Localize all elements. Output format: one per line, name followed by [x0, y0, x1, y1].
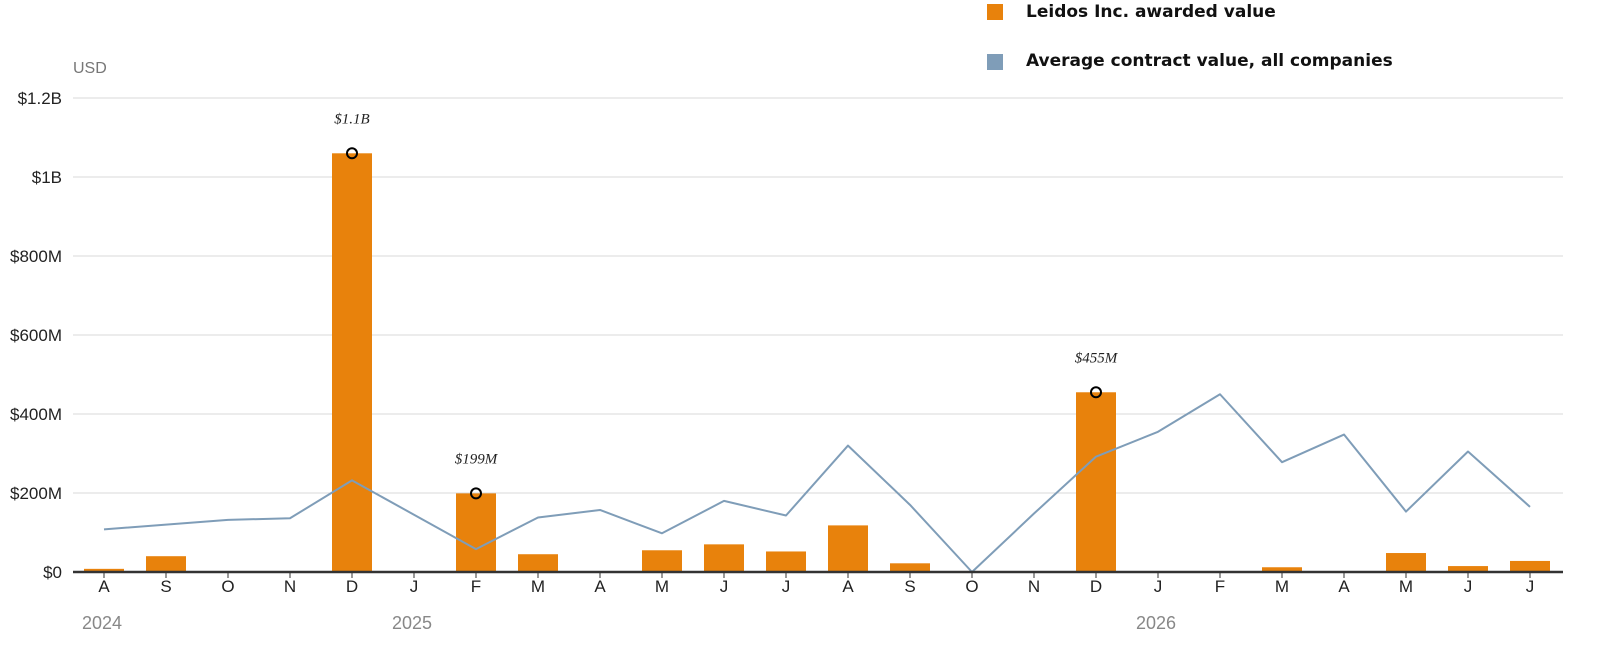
x-tick-label: A — [842, 577, 854, 596]
x-tick-label: S — [160, 577, 171, 596]
y-unit-label: USD — [73, 60, 107, 77]
bar — [1262, 567, 1302, 572]
annotation-marker — [346, 147, 358, 160]
bar — [890, 563, 930, 572]
y-tick-label: $0 — [43, 563, 62, 582]
x-axis: A S O N D J F M A M J J A S O N D J F M A M J J 2024 2025 2026 — [73, 570, 1563, 633]
y-tick-label: $1.2B — [18, 89, 62, 108]
bar — [1076, 392, 1116, 572]
bar — [146, 556, 186, 572]
x-tick-label: O — [965, 577, 978, 596]
x-tick-label: A — [1338, 577, 1350, 596]
bar — [456, 493, 496, 572]
x-tick-label: S — [904, 577, 915, 596]
x-tick-label: J — [1154, 577, 1163, 596]
x-tick-label: M — [655, 577, 669, 596]
bar — [1386, 553, 1426, 572]
x-tick-label: A — [594, 577, 606, 596]
legend-label-bar: Leidos Inc. awarded value — [1026, 2, 1276, 22]
legend-swatch-bar — [987, 4, 1003, 20]
bar — [84, 568, 124, 572]
x-tick-label: D — [1090, 577, 1102, 596]
annotation-marker — [470, 487, 482, 500]
bar — [1448, 566, 1488, 572]
bar — [704, 544, 744, 572]
y-tick-label: $800M — [10, 247, 62, 266]
y-tick-label: $200M — [10, 484, 62, 503]
annotation-label: $199M — [455, 451, 499, 467]
year-label: 2025 — [392, 613, 432, 633]
y-tick-label: $400M — [10, 405, 62, 424]
x-tick-label: M — [1275, 577, 1289, 596]
bar — [1510, 560, 1550, 572]
y-tick-label: $1B — [32, 168, 62, 187]
x-tick-label: F — [471, 577, 481, 596]
annotation-label: $1.1B — [334, 111, 369, 127]
y-tick-label: $600M — [10, 326, 62, 345]
average-line — [103, 393, 1531, 573]
x-tick-label: M — [531, 577, 545, 596]
bar — [518, 554, 558, 572]
x-tick-label: J — [720, 577, 729, 596]
gridlines: $0 $200M $400M $600M $800M $1B $1.2B — [10, 89, 1563, 582]
x-tick-label: J — [1464, 577, 1473, 596]
x-tick-label: A — [98, 577, 110, 596]
bar-series — [84, 153, 1550, 573]
x-tick-label: J — [410, 577, 419, 596]
annotation-label: $455M — [1075, 350, 1119, 366]
annotation-marker — [1090, 386, 1102, 399]
x-tick-label: D — [346, 577, 358, 596]
legend-label-line: Average contract value, all companies — [1026, 51, 1393, 71]
bar — [766, 551, 806, 572]
annotations: $1.1B $199M $455M — [334, 111, 1119, 500]
line-series — [103, 393, 1531, 573]
bar — [332, 153, 372, 573]
x-tick-label: M — [1399, 577, 1413, 596]
legend-swatch-line — [987, 54, 1003, 70]
x-tick-label: O — [221, 577, 234, 596]
year-label: 2026 — [1136, 613, 1176, 633]
bar — [828, 525, 868, 572]
year-label: 2024 — [82, 613, 122, 633]
x-tick-label: J — [1526, 577, 1535, 596]
x-tick-label: J — [782, 577, 791, 596]
legend: Leidos Inc. awarded value Average contra… — [987, 2, 1393, 71]
bar — [642, 550, 682, 572]
x-tick-label: N — [284, 577, 296, 596]
x-tick-label: N — [1028, 577, 1040, 596]
x-tick-label: F — [1215, 577, 1225, 596]
